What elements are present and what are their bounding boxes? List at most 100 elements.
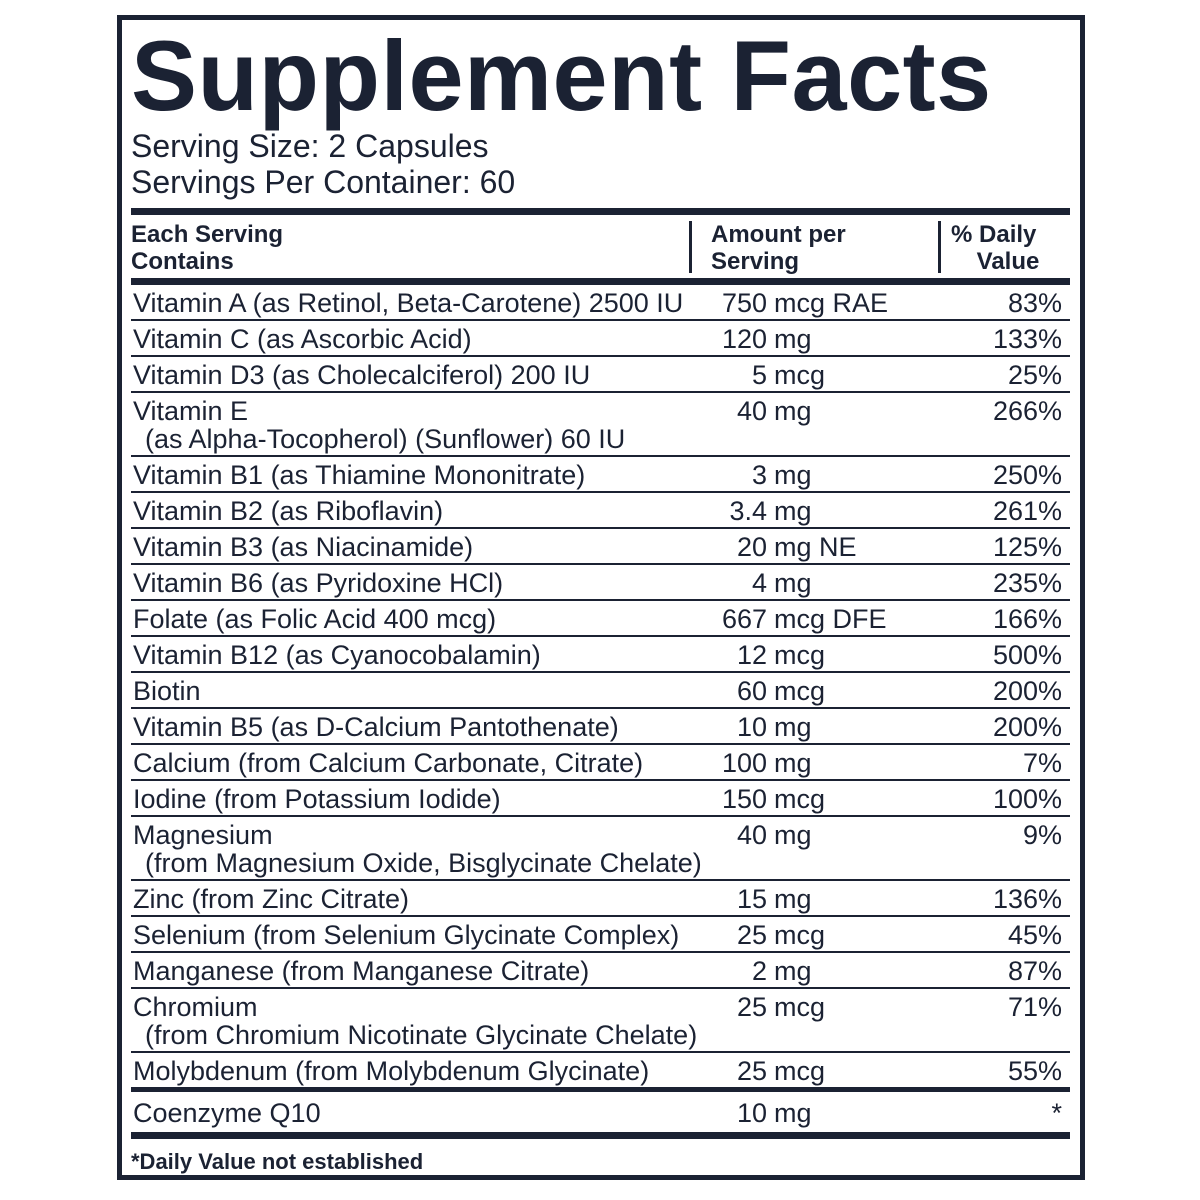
amount-unit: mcg RAE	[774, 288, 889, 318]
header-amount: Amount per Serving	[711, 221, 846, 275]
amount-unit: mcg	[774, 676, 826, 706]
amount-quantity: 12	[736, 640, 767, 670]
amount-quantity: 4	[751, 568, 767, 598]
amount-unit: mg	[774, 956, 812, 986]
nutrient-row: Vitamin B12 (as Cyanocobalamin) 12 mcg 500%	[131, 637, 1070, 673]
daily-value: 250%	[992, 460, 1062, 490]
daily-value: 136%	[992, 884, 1062, 914]
column-separator	[938, 221, 941, 273]
amount-unit: mcg	[774, 784, 826, 814]
daily-value: 71%	[1007, 992, 1062, 1022]
daily-value: 87%	[1007, 956, 1062, 986]
amount-quantity: 2	[751, 956, 767, 986]
nutrient-name: Manganese (from Manganese Citrate)	[133, 956, 590, 986]
daily-value: 125%	[992, 532, 1062, 562]
daily-value: 166%	[992, 604, 1062, 634]
header-line: Serving	[711, 248, 800, 275]
amount-unit: mg	[774, 396, 812, 426]
amount-quantity: 10	[736, 1098, 767, 1128]
daily-value: 7%	[1022, 748, 1062, 778]
amount-unit: mg	[774, 712, 812, 742]
amount-quantity: 15	[736, 884, 767, 914]
header-line: % Daily	[951, 221, 1037, 248]
nutrient-row: Calcium (from Calcium Carbonate, Citrate…	[131, 745, 1070, 781]
footnote: *Daily Value not established	[131, 1149, 424, 1174]
daily-value: 133%	[992, 324, 1062, 354]
nutrient-source: (as Alpha-Tocopherol) (Sunflower) 60 IU	[145, 424, 626, 454]
amount-unit: mg	[774, 496, 812, 526]
daily-value: 266%	[992, 396, 1062, 426]
nutrient-row: Zinc (from Zinc Citrate) 15 mg 136%	[131, 881, 1070, 917]
amount-quantity: 60	[736, 676, 767, 706]
nutrient-row: Vitamin C (as Ascorbic Acid) 120 mg 133%	[131, 321, 1070, 357]
daily-value: 9%	[1022, 820, 1062, 850]
nutrient-row: Vitamin B2 (as Riboflavin) 3.4 mg 261%	[131, 493, 1070, 529]
amount-unit: mg	[774, 820, 812, 850]
nutrient-name: Vitamin A (as Retinol, Beta-Carotene) 25…	[133, 288, 684, 318]
nutrient-row: Selenium (from Selenium Glycinate Comple…	[131, 917, 1070, 953]
nutrient-row: Vitamin E (as Alpha-Tocopherol) (Sunflowe…	[131, 393, 1070, 457]
column-header: Each Serving Contains Amount per Serving…	[131, 215, 1070, 278]
nutrient-name: Coenzyme Q10	[133, 1098, 321, 1128]
amount-unit: mg	[774, 884, 812, 914]
header-line: Value	[976, 248, 1040, 275]
nutrient-row: Chromium (from Chromium Nicotinate Glycin…	[131, 989, 1070, 1053]
nutrient-name: Calcium (from Calcium Carbonate, Citrate…	[133, 748, 644, 778]
header-line: Amount per	[711, 221, 846, 248]
nutrient-row: Vitamin B3 (as Niacinamide) 20 mg NE 125%	[131, 529, 1070, 565]
nutrient-name: Chromium	[133, 992, 258, 1022]
nutrient-row: Vitamin B5 (as D-Calcium Pantothenate) 10…	[131, 709, 1070, 745]
amount-quantity: 25	[736, 992, 767, 1022]
nutrient-row: Vitamin D3 (as Cholecalciferol) 200 IU 5 m…	[131, 357, 1070, 393]
nutrient-name: Vitamin C (as Ascorbic Acid)	[133, 324, 472, 354]
nutrient-name: Folate (as Folic Acid 400 mcg)	[133, 604, 497, 634]
nutrient-name: Zinc (from Zinc Citrate)	[133, 884, 410, 914]
nutrient-name: Selenium (from Selenium Glycinate Comple…	[133, 920, 680, 950]
nutrient-row: Vitamin A (as Retinol, Beta-Carotene) 25…	[131, 285, 1070, 321]
nutrient-name: Vitamin B5 (as D-Calcium Pantothenate)	[133, 712, 619, 742]
header-name: Each Serving Contains	[131, 221, 283, 275]
amount-quantity: 3.4	[729, 496, 767, 526]
amount-quantity: 667	[721, 604, 767, 634]
nutrient-name: Vitamin B1 (as Thiamine Mononitrate)	[133, 460, 586, 490]
amount-quantity: 120	[721, 324, 767, 354]
nutrient-name: Vitamin B3 (as Niacinamide)	[133, 532, 474, 562]
nutrient-row: Iodine (from Potassium Iodide) 150 mcg 100%	[131, 781, 1070, 817]
amount-quantity: 25	[736, 920, 767, 950]
nutrient-row: Vitamin B1 (as Thiamine Mononitrate) 3 mg 2…	[131, 457, 1070, 493]
amount-unit: mcg	[774, 360, 826, 390]
nutrient-name: Iodine (from Potassium Iodide)	[133, 784, 501, 814]
amount-unit: mcg	[774, 1056, 826, 1086]
nutrient-name: Magnesium	[133, 820, 273, 850]
daily-value: 55%	[1007, 1056, 1062, 1086]
servings-per-container: Servings Per Container: 60	[131, 164, 516, 200]
divider-bar	[131, 278, 1070, 285]
nutrient-source: (from Chromium Nicotinate Glycinate Chel…	[145, 1020, 698, 1050]
amount-unit: mg	[774, 324, 812, 354]
nutrient-name: Vitamin B12 (as Cyanocobalamin)	[133, 640, 541, 670]
amount-unit: mg NE	[774, 532, 857, 562]
amount-unit: mg	[774, 568, 812, 598]
amount-quantity: 5	[751, 360, 767, 390]
amount-unit: mcg	[774, 992, 826, 1022]
daily-value: 261%	[992, 496, 1062, 526]
column-separator	[689, 221, 692, 273]
daily-value: 200%	[992, 712, 1062, 742]
amount-quantity: 750	[721, 288, 767, 318]
amount-unit: mcg	[774, 640, 826, 670]
amount-quantity: 150	[721, 784, 767, 814]
title: Supplement Facts	[131, 20, 992, 131]
amount-quantity: 10	[736, 712, 767, 742]
serving-size: Serving Size: 2 Capsules	[131, 128, 489, 164]
daily-value: 45%	[1007, 920, 1062, 950]
amount-quantity: 40	[736, 820, 767, 850]
nutrient-name: Vitamin D3 (as Cholecalciferol) 200 IU	[133, 360, 591, 390]
daily-value: 25%	[1007, 360, 1062, 390]
nutrient-row: Molybdenum (from Molybdenum Glycinate) 25…	[131, 1053, 1070, 1092]
divider-bar	[131, 208, 1070, 215]
amount-unit: mg	[774, 460, 812, 490]
daily-value: 100%	[992, 784, 1062, 814]
supplement-facts-panel: Supplement Facts Serving Size: 2 Capsule…	[117, 15, 1085, 1180]
nutrient-name: Vitamin B6 (as Pyridoxine HCl)	[133, 568, 504, 598]
